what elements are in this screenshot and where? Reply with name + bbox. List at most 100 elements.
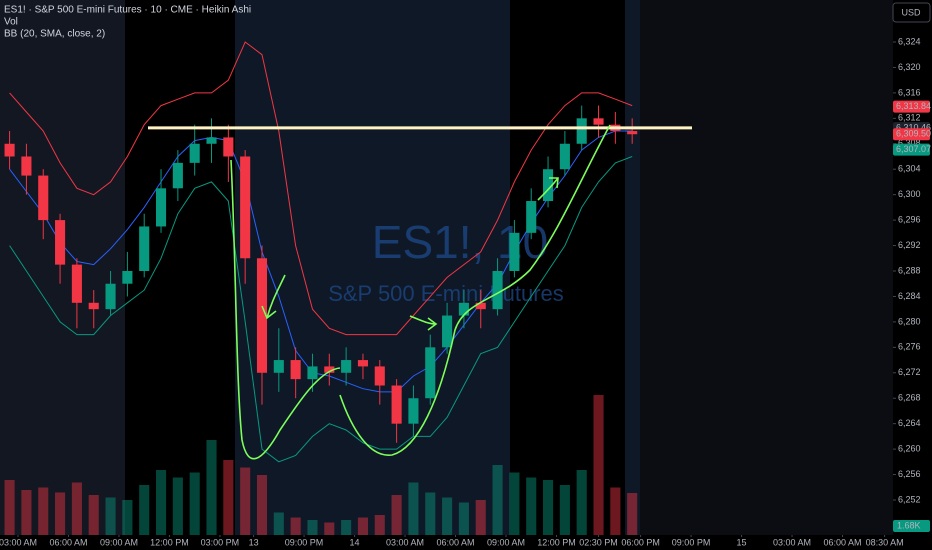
y-tick-label: 6,308 [898,138,921,148]
chart-title: ES1! · S&P 500 E-mini Futures · 10 · CME… [4,5,251,16]
session-shade [510,0,625,535]
volume-bar [391,495,402,535]
price-label: 6,307.07 [896,144,931,154]
y-tick-label: 6,272 [898,367,921,377]
currency-button[interactable] [892,2,931,23]
y-tick-label: 6,260 [898,443,921,453]
volume-bar [88,495,99,535]
bollinger-lower [9,156,633,463]
volume-label: 1.68K [897,520,921,530]
volume-bar [290,517,301,535]
volume-bar [172,477,183,535]
x-tick-label: 09:00 AM [487,537,525,547]
hand-curve [339,124,611,456]
y-tick-label: 6,280 [898,316,921,326]
volume-bar [206,440,217,535]
candle-body [374,366,385,386]
volume-bar [21,490,32,535]
candle-body [307,366,318,380]
x-tick-label: 06:00 AM [824,537,862,547]
volume-bar [55,492,66,535]
candle-body [105,283,116,310]
y-tick-label: 6,296 [898,214,921,224]
volume-bar [324,522,335,535]
volume-bar [122,500,133,535]
candle-body [593,118,604,125]
x-tick-label: 06:00 AM [49,537,87,547]
price-label: 6,310.46 [896,122,931,132]
volume-bar [543,480,554,535]
candle-body [290,360,301,380]
candle-body [357,360,369,367]
y-tick-label: 6,264 [898,418,921,428]
candle-body [88,302,99,310]
volume-bar [189,472,200,535]
x-tick-label: 12:00 PM [537,537,576,547]
volume-bar [492,465,503,535]
candle-body [492,270,503,310]
price-label: 6,309.50 [896,129,931,139]
candle-body [139,226,150,271]
session-shade [0,0,125,535]
volume-bar [509,472,520,535]
indicator-label: BB (20, SMA, close, 2) [4,29,105,40]
time-axis [0,535,893,550]
candle-body [391,385,402,424]
volume-bar [610,487,621,535]
bollinger-upper [9,41,633,336]
candle-body [509,232,520,271]
candle-body [408,398,419,424]
currency[interactable]: USD [901,7,921,17]
x-tick-label: 06:00 PM [621,537,660,547]
candle-body [475,302,486,310]
y-tick-label: 6,320 [898,62,921,72]
price-label-box [893,128,930,141]
candle-body [526,201,537,233]
volume-bar [627,493,638,535]
volume-bar [341,520,352,535]
x-tick-label: 08:30 AM [866,537,904,547]
x-tick-label: 06:00 AM [436,537,474,547]
candle-body [442,315,453,348]
price-label-box [893,143,930,156]
y-tick-label: 6,324 [898,36,921,46]
y-tick-label: 6,288 [898,265,921,275]
y-tick-label: 6,300 [898,189,921,199]
volume-bar [256,475,268,535]
x-tick-label: 12:00 PM [150,537,189,547]
y-tick-label: 6,304 [898,164,921,174]
x-tick-label: 14 [350,537,360,547]
candle-body [627,131,638,135]
y-tick-label: 6,252 [898,494,921,504]
volume-bar [357,517,369,535]
candle-body [122,270,133,284]
volume-bar [559,485,570,535]
candle-body [206,137,217,144]
candle-body [341,360,352,373]
volume-bar [475,500,486,535]
x-tick-label: 03:00 AM [386,537,424,547]
volume-bar [458,502,469,535]
plot-area: 6,252 6,256 6,260 6,264 6,268 6,272 6,276 6,280… [0,36,921,547]
y-tick-label: 6,276 [898,342,921,352]
volume-bar [223,460,234,535]
price-label: 6,313.84 [896,101,931,111]
volume-bar [526,477,537,535]
x-tick-label: 03:00 AM [773,537,811,547]
y-tick-label: 6,268 [898,393,921,403]
candle-body [38,175,49,221]
volume-bar [576,470,587,535]
candle-body [172,162,183,189]
volume-bar [240,467,251,535]
x-tick-label: 09:00 PM [285,537,324,547]
price-label-box [893,100,930,113]
y-tick-label: 6,284 [898,291,921,301]
volume-bar [307,520,318,535]
watermark: S&P 500 E-mini Futures [328,281,564,306]
candle-body [71,264,82,303]
indicator-label: Vol [4,17,18,28]
volume-bar [593,395,604,535]
hand-curve [230,159,341,460]
